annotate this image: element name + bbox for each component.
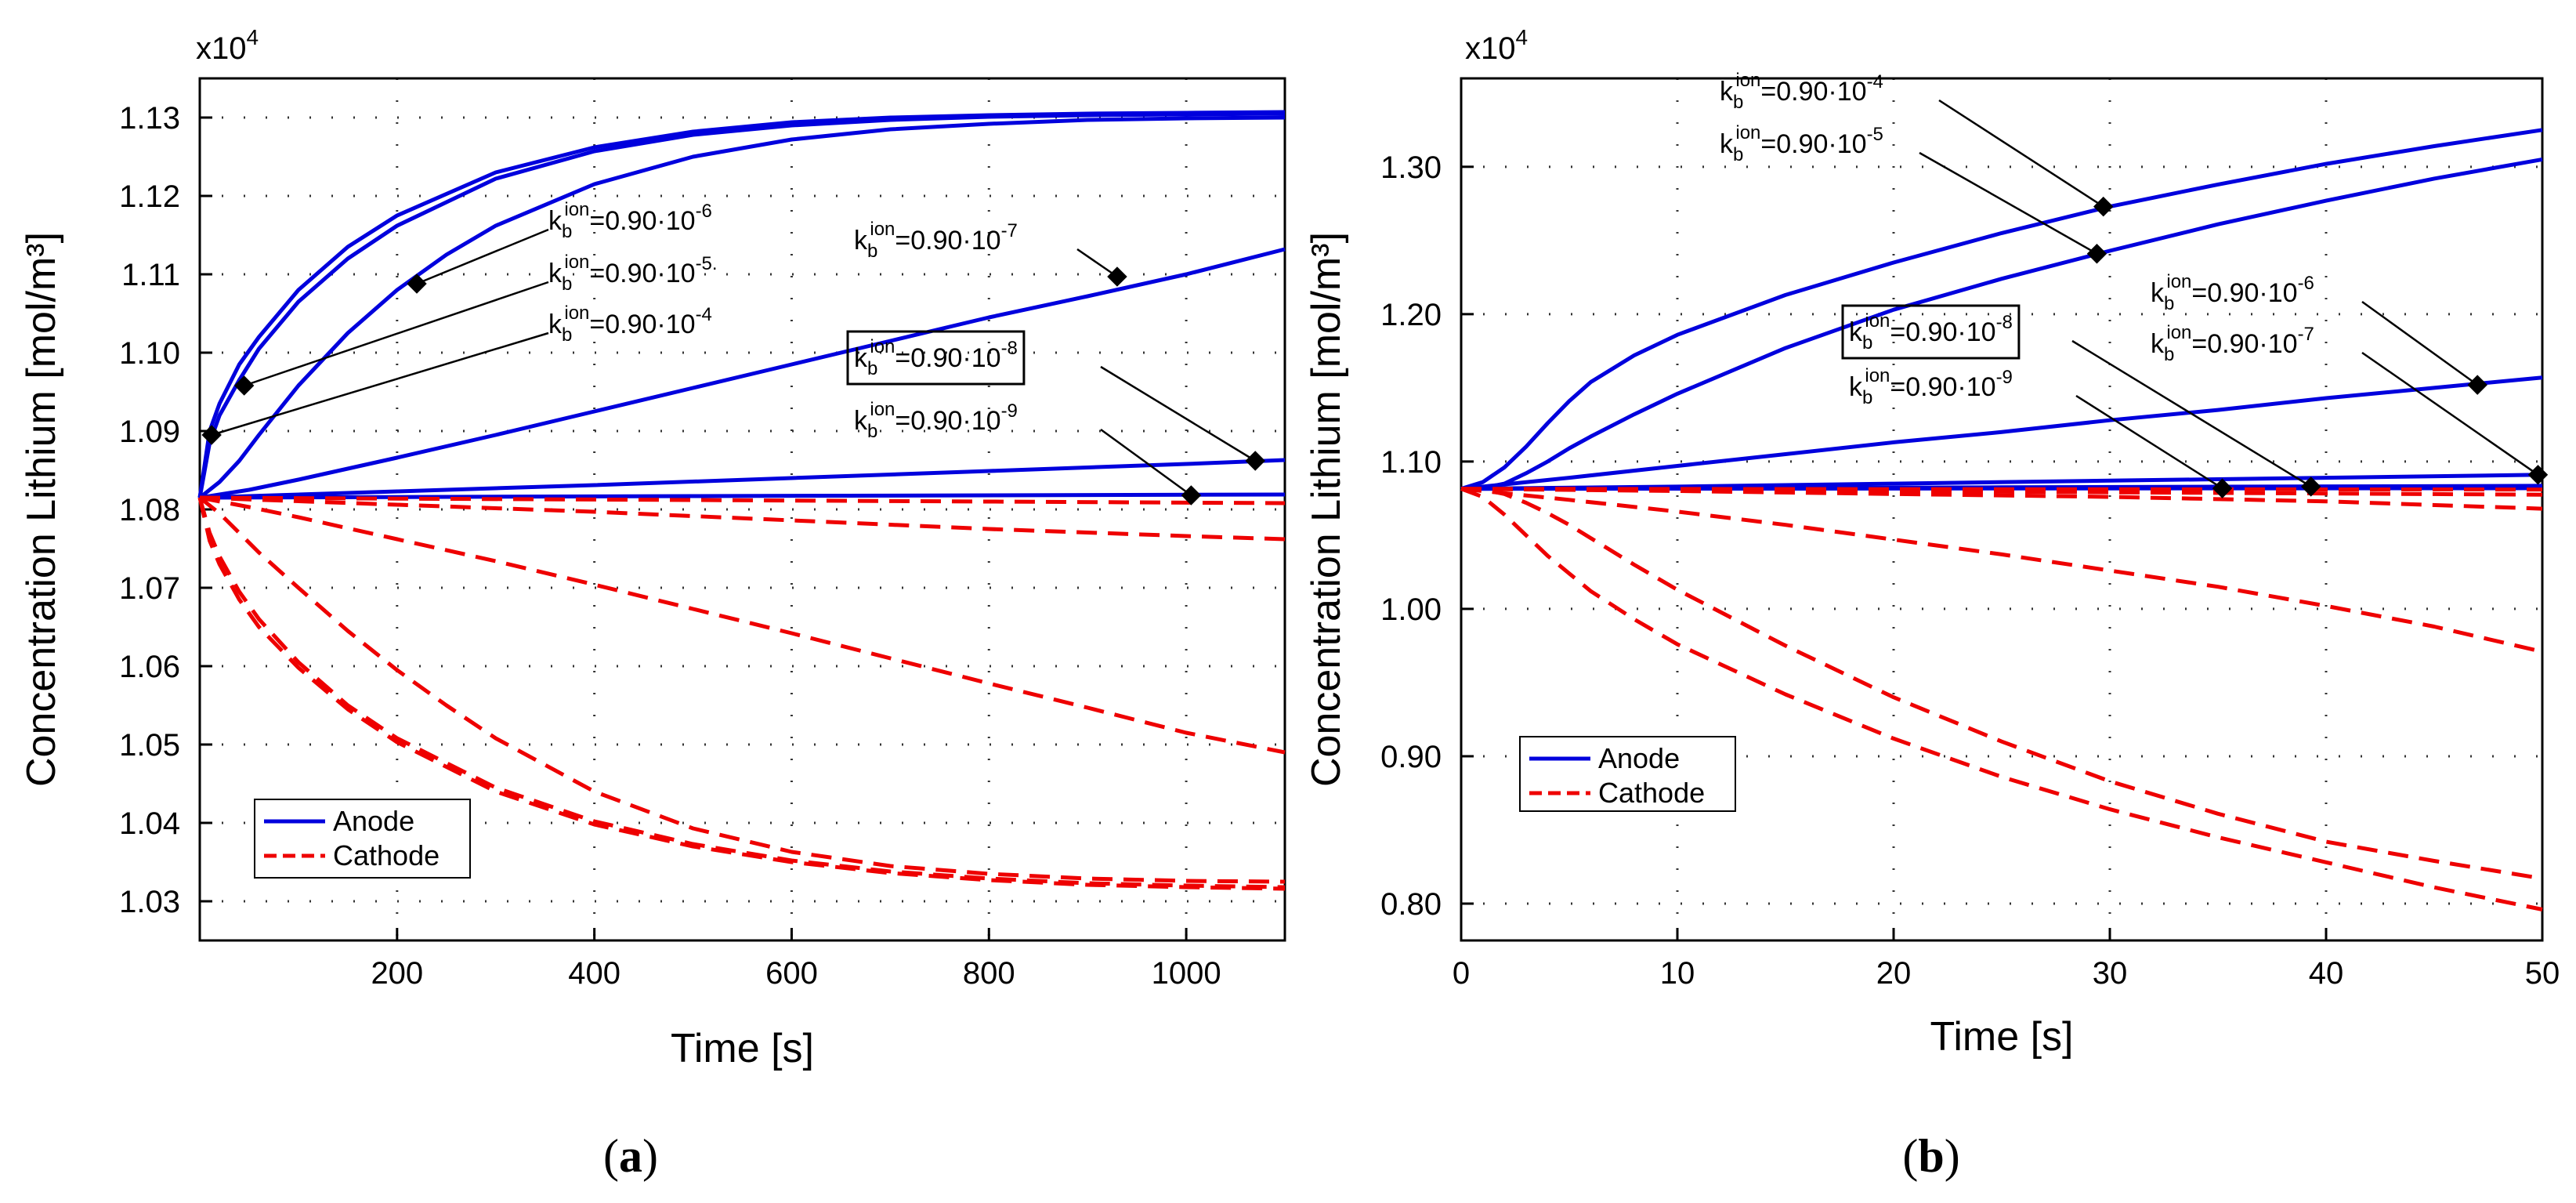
y-tick-label: 0.80 xyxy=(1380,887,1442,922)
annotation-label: kbion=0.90·10-5 xyxy=(1720,122,1883,165)
y-tick-label: 1.07 xyxy=(119,571,180,606)
y-tick-label: 1.08 xyxy=(119,493,180,527)
annotation-leader-line xyxy=(2361,300,2478,386)
series-line-anode xyxy=(199,458,1286,500)
panel-label: (b) xyxy=(1902,1130,1959,1182)
y-tick-label: 1.20 xyxy=(1380,298,1442,332)
y-tick-label: 0.90 xyxy=(1380,740,1442,774)
annotation-label: kbion=0.90·10-5. xyxy=(548,252,718,295)
annotation-leader-line xyxy=(1919,151,2098,255)
y-tick-label: 1.12 xyxy=(119,179,180,214)
legend-box xyxy=(254,799,471,879)
chart-panel-b: 0 10 20 30 40 500.800.901.001.101.201.30x104T… xyxy=(1304,25,2560,1182)
x-tick-label: 400 xyxy=(568,956,620,991)
series-line-anode xyxy=(1460,157,2543,491)
legend-label-cathode: Cathode xyxy=(333,839,440,871)
legend-label-cathode: Cathode xyxy=(1598,777,1705,809)
annotation-label: kbion=0.90·10-8 xyxy=(1849,310,2013,353)
annotation-label: kbion=0.90·10-6 xyxy=(2151,271,2314,314)
series-line-anode xyxy=(198,115,1286,499)
y-tick-label: 1.05 xyxy=(119,728,180,763)
x-tick-label: 20 xyxy=(1876,956,1912,991)
y-tick-label: 1.04 xyxy=(119,806,180,841)
series-line-anode xyxy=(1460,375,2543,491)
annotation-label: kbion=0.90·10-7 xyxy=(2151,322,2314,365)
y-tick-label: 1.06 xyxy=(119,650,180,684)
x-tick-label: 40 xyxy=(2309,956,2344,991)
y-tick-label: 1.00 xyxy=(1380,592,1442,627)
x-tick-label: 200 xyxy=(371,956,423,991)
series-line-anode xyxy=(197,111,1286,498)
annotation-leader-line xyxy=(1100,428,1192,497)
legend-box xyxy=(1519,736,1736,812)
annotation-marker xyxy=(233,375,255,396)
series-line-cathode xyxy=(1460,487,2543,911)
annotation-label: kbion=0.90·10-6 xyxy=(548,199,712,242)
y-tick-label: 1.30 xyxy=(1380,150,1442,185)
grid xyxy=(1460,78,2544,940)
annotation-label: kbion=0.90·10-4 xyxy=(548,303,712,346)
x-tick-label: 800 xyxy=(963,956,1015,991)
series-line-cathode xyxy=(1460,487,2543,492)
annotation-leader-line xyxy=(1100,365,1256,462)
annotation-label: kbion=0.90·10-9 xyxy=(854,399,1018,442)
x-axis-label: Time [s] xyxy=(1930,1014,2074,1060)
series-line-cathode xyxy=(1460,487,2543,881)
series-line-cathode xyxy=(1460,487,2543,511)
y-axis-label: Concentration Lithium [mol/m³] xyxy=(1304,232,1349,787)
series-line-cathode xyxy=(199,495,1286,505)
y-tick-label: 1.11 xyxy=(121,258,180,292)
x-axis-label: Time [s] xyxy=(671,1026,814,1071)
annotation-marker xyxy=(201,425,222,445)
x-tick-label: 50 xyxy=(2525,956,2560,991)
plot-frame xyxy=(1460,77,2544,942)
annotation-leader-line xyxy=(1938,99,2104,208)
x-tick-label: 30 xyxy=(2093,956,2128,991)
y-exponent-power: 4 xyxy=(1516,25,1529,49)
annotation-leader-line xyxy=(2361,351,2539,476)
annotation-label: kbion=0.90·10-7 xyxy=(854,219,1018,262)
series-line-cathode xyxy=(199,495,1286,542)
annotation-leader-line xyxy=(2071,339,2312,487)
x-tick-label: 600 xyxy=(765,956,818,991)
y-tick-label: 1.10 xyxy=(119,336,180,371)
series-line-cathode xyxy=(197,497,1286,891)
y-tick-label: 1.13 xyxy=(119,101,180,136)
annotation-marker xyxy=(407,274,427,294)
annotation-leader-line xyxy=(2075,394,2223,490)
annotation-box xyxy=(846,330,1026,386)
legend-label-anode: Anode xyxy=(1598,742,1680,774)
y-tick-label: 1.09 xyxy=(119,415,180,449)
y-tick-label: 1.03 xyxy=(119,885,180,919)
annotation-leader-line xyxy=(416,228,549,285)
series-line-cathode xyxy=(198,496,1286,884)
annotation-box xyxy=(1841,304,2021,360)
x-tick-label: 10 xyxy=(1660,956,1695,991)
annotation-label: kbion=0.90·10-9 xyxy=(1849,365,2013,408)
annotation-leader-line xyxy=(1076,248,1118,278)
y-axis-label: Concentration Lithium [mol/m³] xyxy=(19,232,64,787)
chart-panel-a: 200 400 600 800 1000 1.03 1.04 1.05 1.06 1.07 1.08… xyxy=(19,25,1286,1182)
series-line-cathode xyxy=(1460,487,2543,654)
annotation-label: kbion=0.90·10-4 xyxy=(1720,70,1883,113)
x-tick-label: 1000 xyxy=(1152,956,1221,991)
y-exponent-power: 4 xyxy=(247,25,259,49)
annotation-leader-line xyxy=(211,332,549,437)
legend-label-anode: Anode xyxy=(333,805,414,837)
series-line-anode xyxy=(199,247,1286,500)
annotation-label: kbion=0.90·10-8 xyxy=(854,336,1018,379)
panel-label: (a) xyxy=(603,1130,658,1182)
series-line-anode xyxy=(1460,128,2543,491)
x-tick-label: 0 xyxy=(1453,956,1470,991)
y-tick-label: 1.10 xyxy=(1380,445,1442,480)
series-line-cathode xyxy=(1460,487,2543,497)
series-line-cathode xyxy=(199,495,1286,755)
annotation-leader-line xyxy=(244,281,549,387)
